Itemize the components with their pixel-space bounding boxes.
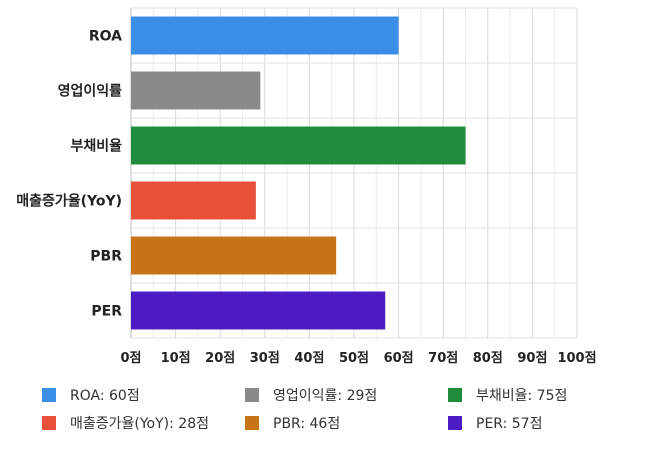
legend-swatch	[42, 416, 56, 430]
legend-label: 영업이익률: 29점	[273, 388, 378, 404]
legend-swatch	[42, 388, 56, 402]
bar	[131, 181, 256, 220]
legend-item[interactable]: 매출증가율(YoY): 28점	[42, 413, 209, 433]
legend-swatch	[245, 388, 259, 402]
bars	[131, 16, 466, 330]
category-label: PER	[91, 304, 122, 320]
bar	[131, 236, 337, 275]
x-tick-label: 70점	[428, 351, 458, 366]
category-label: 부채비율	[70, 138, 122, 155]
x-tick-label: 20점	[205, 351, 235, 366]
legend-item[interactable]: PER: 57점	[448, 413, 542, 433]
legend-label: PBR: 46점	[273, 416, 341, 432]
x-axis-tick-labels: 0점 10점 20점 30점 40점 50점 60점 70점 80점 90점 100점	[120, 351, 596, 366]
bar	[131, 71, 261, 110]
legend-item[interactable]: ROA: 60점	[42, 385, 140, 405]
legend-swatch	[448, 388, 462, 402]
bar	[131, 126, 466, 165]
legend-label: 매출증가율(YoY): 28점	[70, 416, 209, 432]
legend-item[interactable]: 부채비율: 75점	[448, 385, 567, 405]
x-tick-label: 40점	[294, 351, 324, 366]
grid-lines	[130, 7, 578, 339]
x-tick-label: 90점	[517, 351, 547, 366]
category-label: 매출증가율(YoY)	[16, 193, 122, 210]
bar	[131, 16, 399, 55]
bar	[131, 291, 386, 330]
legend-swatch	[245, 416, 259, 430]
legend-label: PER: 57점	[476, 416, 543, 432]
category-label: ROA	[89, 29, 122, 45]
legend-label: ROA: 60점	[70, 388, 140, 404]
x-tick-label: 10점	[161, 351, 191, 366]
x-tick-label: 50점	[339, 351, 369, 366]
legend-item[interactable]: PBR: 46점	[245, 413, 340, 433]
x-tick-label: 0점	[120, 351, 141, 366]
x-tick-label: 100점	[557, 351, 596, 366]
legend-label: 부채비율: 75점	[476, 388, 568, 404]
legend-swatch	[448, 416, 462, 430]
category-label: 영업이익률	[58, 83, 123, 100]
category-label: PBR	[90, 249, 122, 265]
legend-item[interactable]: 영업이익률: 29점	[245, 385, 377, 405]
x-tick-label: 80점	[473, 351, 503, 366]
x-tick-label: 30점	[250, 351, 280, 366]
x-tick-label: 60점	[384, 351, 414, 366]
